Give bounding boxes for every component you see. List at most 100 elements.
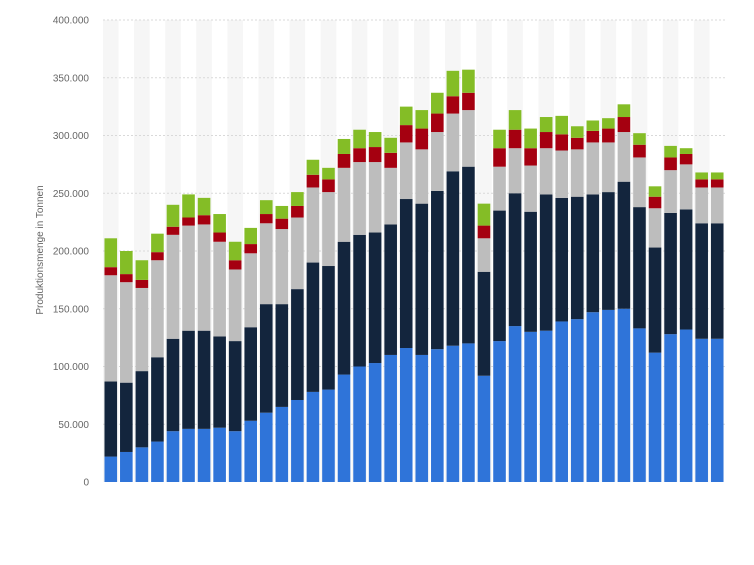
bar-segment[interactable] xyxy=(322,192,335,267)
bar-segment[interactable] xyxy=(384,354,397,482)
bar-segment[interactable] xyxy=(182,194,195,218)
bar-segment[interactable] xyxy=(166,234,180,339)
bar-segment[interactable] xyxy=(431,132,444,191)
bar-segment[interactable] xyxy=(477,375,491,482)
bar-segment[interactable] xyxy=(648,186,662,197)
bar-segment[interactable] xyxy=(415,354,429,482)
bar-segment[interactable] xyxy=(555,134,569,151)
bar-segment[interactable] xyxy=(197,215,211,225)
bar-segment[interactable] xyxy=(368,162,382,233)
bar-segment[interactable] xyxy=(586,312,600,482)
bar-segment[interactable] xyxy=(337,167,351,242)
bar-segment[interactable] xyxy=(259,223,273,305)
bar-segment[interactable] xyxy=(695,187,708,224)
bar-segment[interactable] xyxy=(337,241,351,375)
bar-segment[interactable] xyxy=(244,253,258,328)
bar-segment[interactable] xyxy=(617,117,631,133)
bar-segment[interactable] xyxy=(104,456,118,482)
bar-segment[interactable] xyxy=(213,336,226,428)
bar-segment[interactable] xyxy=(322,389,335,482)
bar-segment[interactable] xyxy=(617,308,631,482)
bar-segment[interactable] xyxy=(431,92,444,114)
bar-segment[interactable] xyxy=(570,196,584,320)
bar-segment[interactable] xyxy=(446,70,460,97)
bar-segment[interactable] xyxy=(493,166,506,211)
bar-segment[interactable] xyxy=(431,349,444,482)
bar-segment[interactable] xyxy=(555,197,569,322)
bar-segment[interactable] xyxy=(648,247,662,353)
bar-segment[interactable] xyxy=(493,129,506,149)
bar-segment[interactable] xyxy=(539,194,553,331)
bar-segment[interactable] xyxy=(446,113,460,172)
bar-segment[interactable] xyxy=(477,271,491,376)
bar-segment[interactable] xyxy=(353,234,366,367)
bar-segment[interactable] xyxy=(710,172,724,180)
bar-segment[interactable] xyxy=(166,338,180,432)
bar-segment[interactable] xyxy=(399,125,413,143)
bar-segment[interactable] xyxy=(275,304,289,407)
bar-segment[interactable] xyxy=(104,238,118,268)
bar-segment[interactable] xyxy=(710,338,724,482)
bar-segment[interactable] xyxy=(228,269,242,342)
bar-segment[interactable] xyxy=(462,69,475,93)
bar-segment[interactable] xyxy=(648,208,662,248)
bar-segment[interactable] xyxy=(415,203,429,355)
bar-segment[interactable] xyxy=(182,217,195,226)
bar-segment[interactable] xyxy=(524,128,537,149)
bar-segment[interactable] xyxy=(570,137,584,150)
bar-segment[interactable] xyxy=(306,159,320,175)
bar-segment[interactable] xyxy=(679,148,693,154)
bar-segment[interactable] xyxy=(166,226,180,235)
bar-segment[interactable] xyxy=(259,304,273,413)
bar-segment[interactable] xyxy=(617,132,631,182)
bar-segment[interactable] xyxy=(353,148,366,163)
bar-segment[interactable] xyxy=(166,431,180,482)
bar-segment[interactable] xyxy=(120,451,133,482)
bar-segment[interactable] xyxy=(446,96,460,114)
bar-segment[interactable] xyxy=(539,330,553,482)
bar-segment[interactable] xyxy=(539,132,553,149)
bar-segment[interactable] xyxy=(213,232,226,242)
bar-segment[interactable] xyxy=(493,210,506,342)
bar-segment[interactable] xyxy=(151,233,164,253)
bar-segment[interactable] xyxy=(399,142,413,200)
bar-segment[interactable] xyxy=(244,327,258,421)
bar-segment[interactable] xyxy=(275,205,289,219)
bar-segment[interactable] xyxy=(602,128,615,143)
bar-segment[interactable] xyxy=(664,170,677,213)
bar-segment[interactable] xyxy=(570,319,584,482)
bar-segment[interactable] xyxy=(384,167,397,225)
bar-segment[interactable] xyxy=(493,341,506,482)
bar-segment[interactable] xyxy=(197,330,211,429)
bar-segment[interactable] xyxy=(508,148,522,194)
bar-segment[interactable] xyxy=(679,209,693,330)
bar-segment[interactable] xyxy=(151,252,164,261)
bar-segment[interactable] xyxy=(213,214,226,233)
bar-segment[interactable] xyxy=(602,192,615,310)
bar-segment[interactable] xyxy=(291,217,304,290)
bar-segment[interactable] xyxy=(399,199,413,349)
bar-segment[interactable] xyxy=(462,343,475,482)
bar-segment[interactable] xyxy=(259,200,273,215)
bar-segment[interactable] xyxy=(228,241,242,261)
bar-segment[interactable] xyxy=(415,128,429,150)
bar-segment[interactable] xyxy=(477,238,491,272)
bar-segment[interactable] xyxy=(135,260,149,280)
bar-segment[interactable] xyxy=(539,148,553,195)
bar-segment[interactable] xyxy=(151,441,164,482)
bar-segment[interactable] xyxy=(695,223,708,339)
bar-segment[interactable] xyxy=(337,374,351,482)
bar-segment[interactable] xyxy=(695,172,708,180)
bar-segment[interactable] xyxy=(213,427,226,482)
bar-segment[interactable] xyxy=(368,363,382,482)
bar-segment[interactable] xyxy=(228,431,242,482)
bar-segment[interactable] xyxy=(633,157,646,208)
bar-segment[interactable] xyxy=(197,428,211,482)
bar-segment[interactable] xyxy=(384,152,397,168)
bar-segment[interactable] xyxy=(508,110,522,130)
bar-segment[interactable] xyxy=(710,223,724,339)
bar-segment[interactable] xyxy=(182,428,195,482)
bar-segment[interactable] xyxy=(570,126,584,138)
bar-segment[interactable] xyxy=(399,348,413,482)
bar-segment[interactable] xyxy=(695,338,708,482)
